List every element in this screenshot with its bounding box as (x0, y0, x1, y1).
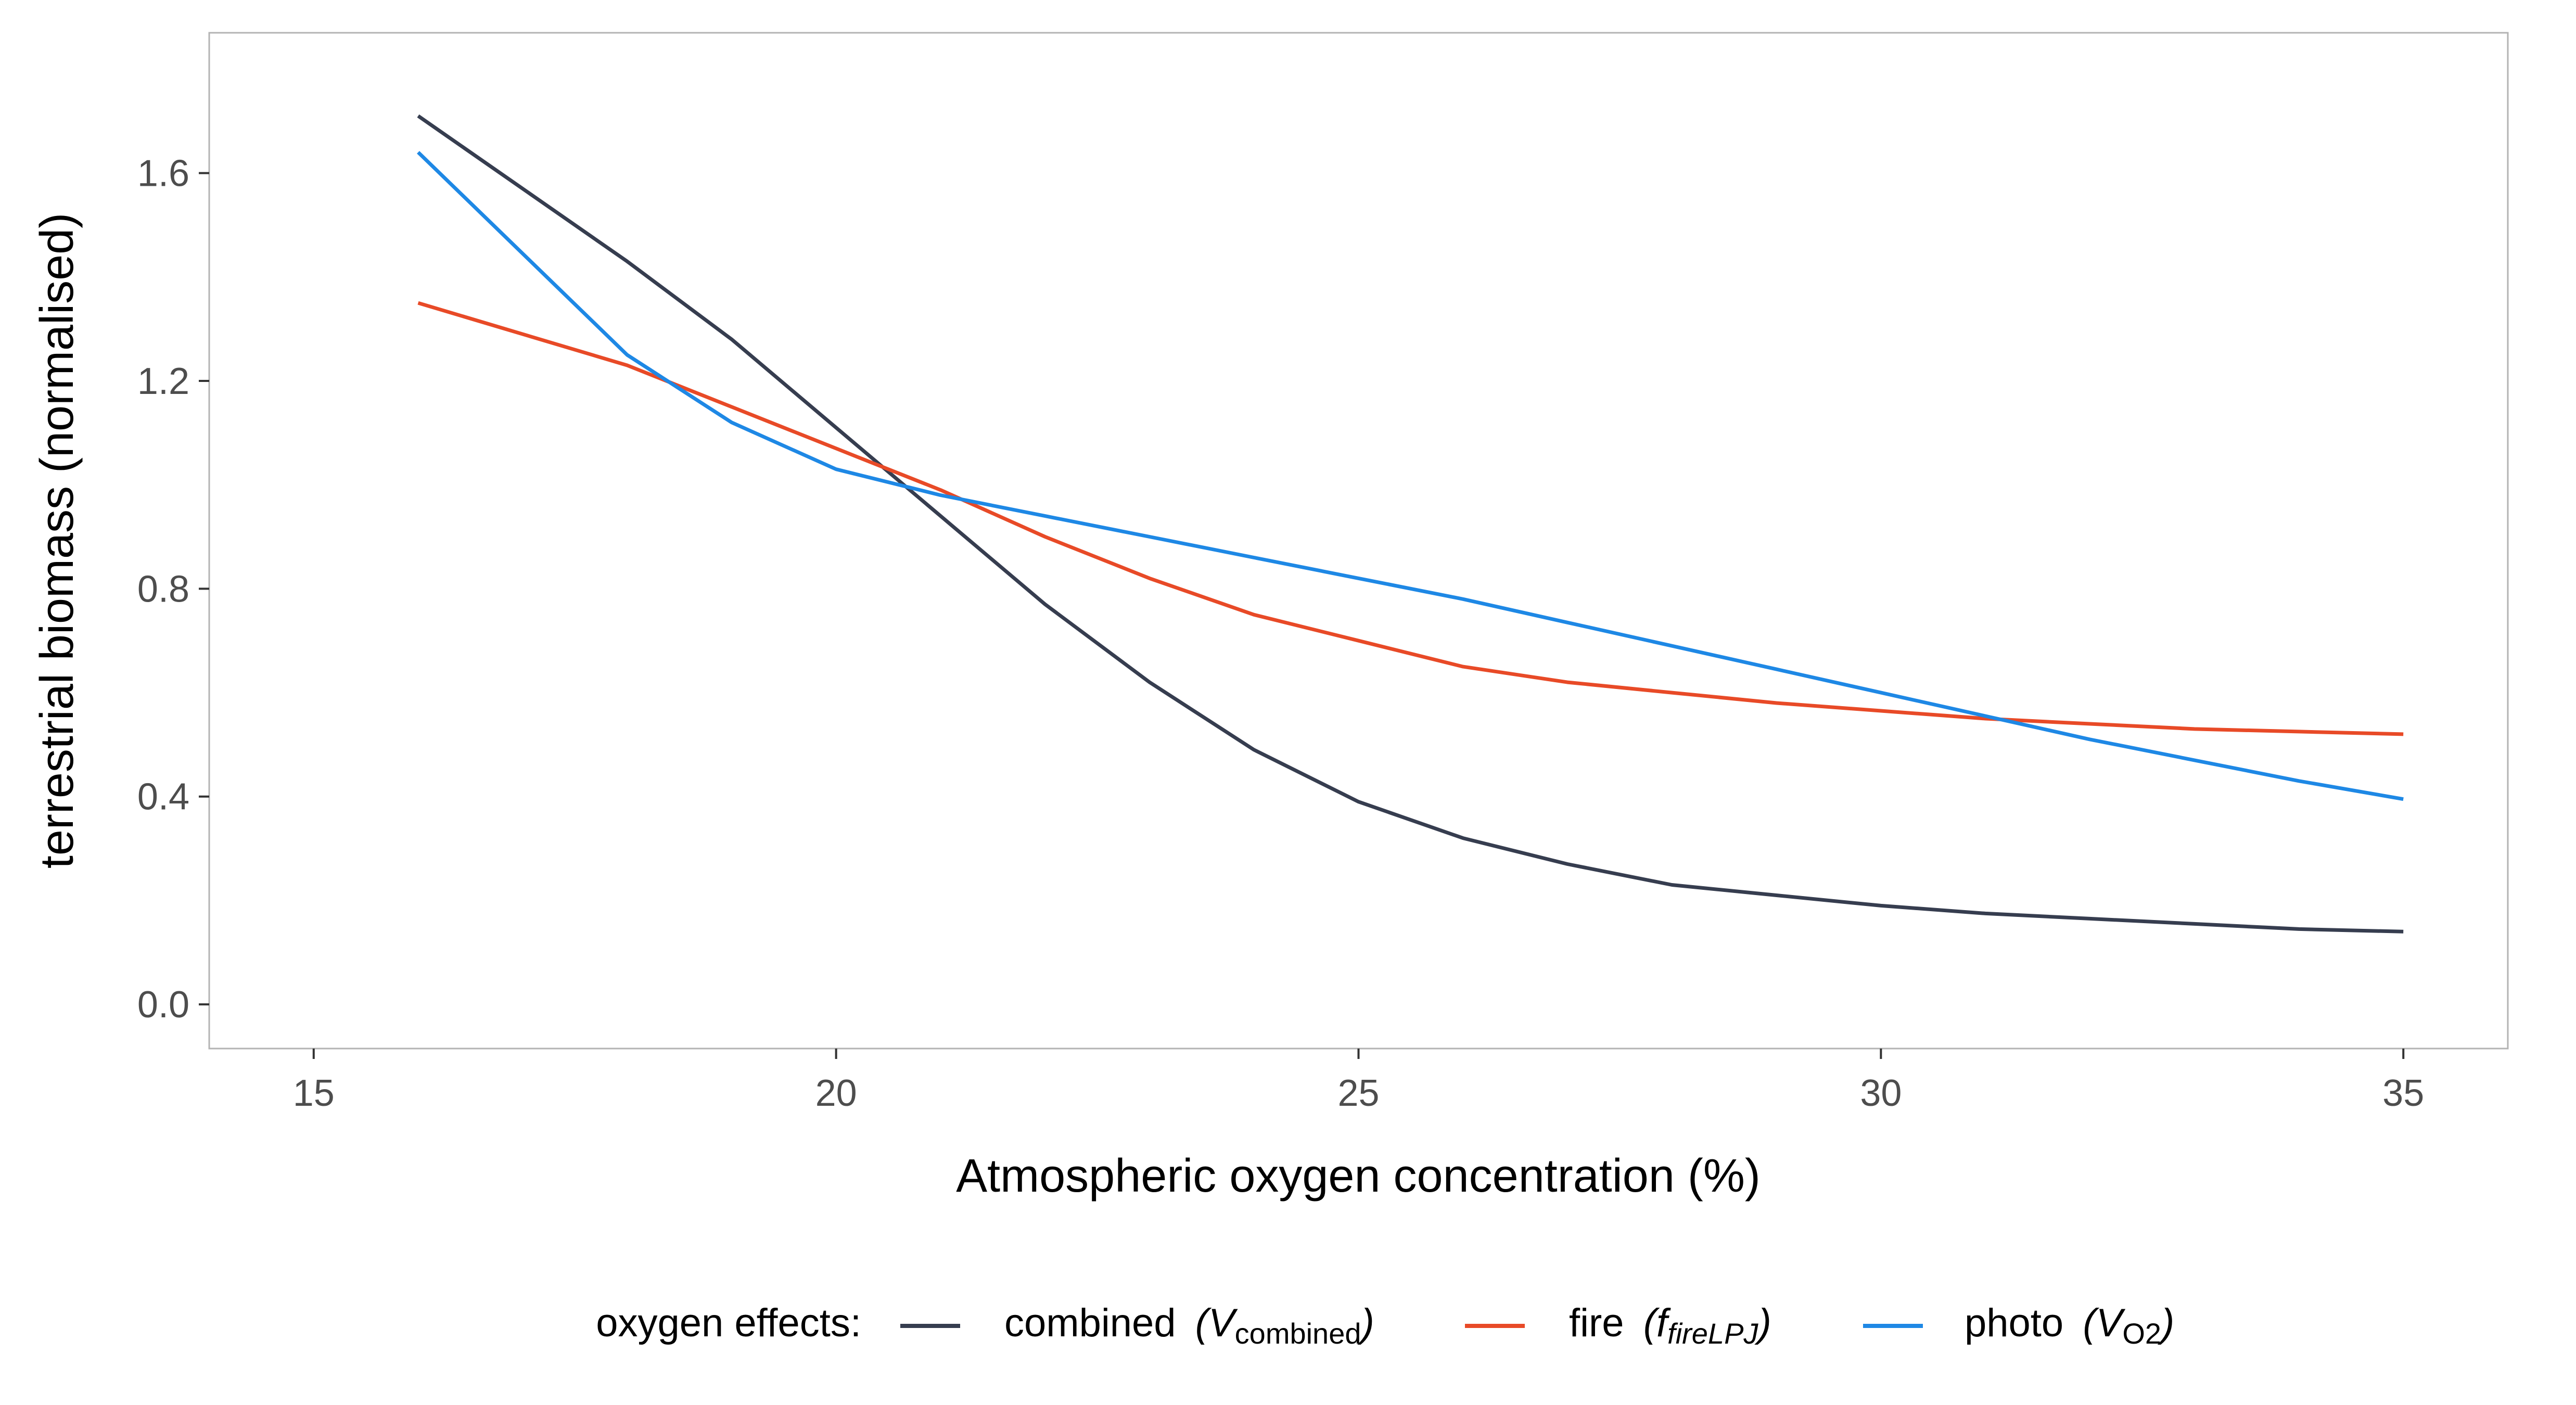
y-tick-label: 1.6 (137, 153, 189, 195)
x-tick-label: 15 (293, 1072, 335, 1114)
series-line-combined (417, 114, 2404, 934)
y-axis-ticks: 0.0 0.4 0.8 1.2 1.6 (137, 153, 209, 1026)
series-line-photo (417, 151, 2404, 801)
x-tick-label: 20 (815, 1072, 857, 1114)
series-line-fire (417, 301, 2404, 736)
y-tick-label: 0.0 (137, 984, 189, 1026)
plot-panel (208, 32, 2509, 1050)
legend: oxygen effects: combined (Vcombined) fir… (596, 1301, 2174, 1350)
legend-label-combined: combined (Vcombined) (1004, 1301, 1374, 1350)
x-axis-title: Atmospheric oxygen concentration (%) (956, 1150, 1761, 1202)
x-tick-label: 35 (2382, 1072, 2424, 1114)
y-tick-label: 1.2 (137, 361, 189, 402)
y-axis-title: terrestrial biomass (normalised) (31, 213, 83, 868)
series-lines (417, 114, 2404, 934)
x-tick-label: 25 (1337, 1072, 1379, 1114)
legend-label-fire: fire (ffireLPJ) (1569, 1301, 1771, 1350)
legend-title: oxygen effects: (596, 1301, 861, 1345)
y-tick-label: 0.8 (137, 568, 189, 610)
y-tick-label: 0.4 (137, 776, 189, 818)
legend-label-photo: photo (VO2) (1965, 1301, 2174, 1350)
x-tick-label: 30 (1860, 1072, 1902, 1114)
x-axis-ticks: 15 20 25 30 35 (293, 1049, 2424, 1114)
